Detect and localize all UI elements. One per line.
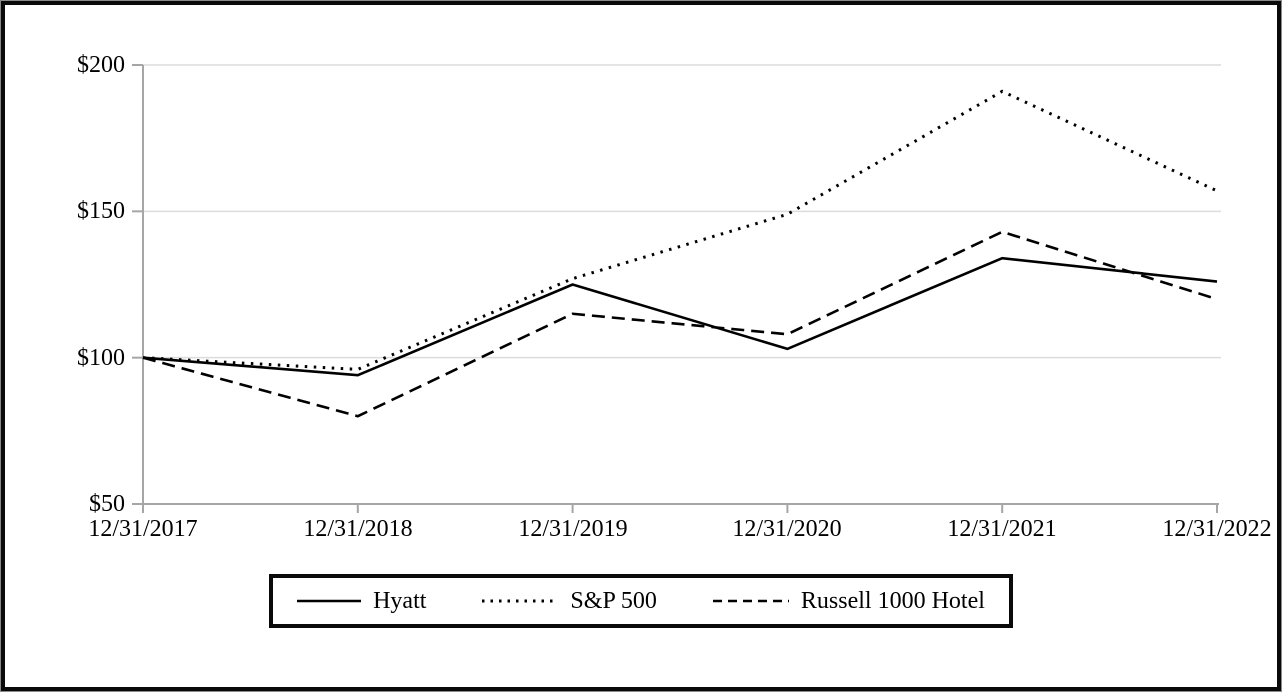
legend-item-sp500: S&P 500 xyxy=(482,587,657,615)
dashed-line-swatch-icon xyxy=(712,599,789,603)
x-axis-label-2021: 12/31/2021 xyxy=(947,516,1057,542)
legend-box: Hyatt S&P 500 Russell 1000 Hotel xyxy=(269,574,1013,628)
axes-and-ticks xyxy=(132,64,1219,513)
y-axis-label-200: $200 xyxy=(77,52,125,78)
solid-line-swatch-icon xyxy=(297,599,362,603)
y-axis-label-150: $150 xyxy=(77,198,125,224)
legend-item-hyatt: Hyatt xyxy=(297,588,426,615)
x-axis-label-2019: 12/31/2019 xyxy=(518,516,628,542)
legend-label-hyatt: Hyatt xyxy=(373,587,427,614)
x-axis-label-2017: 12/31/2017 xyxy=(88,516,198,542)
dotted-line-swatch-icon xyxy=(482,599,559,603)
hyatt-line xyxy=(142,256,1218,377)
legend-label-russell-1000-hotel: Russell 1000 Hotel xyxy=(800,587,985,614)
y-axis-label-100: $100 xyxy=(77,345,125,371)
russell-1000-hotel-line xyxy=(142,230,1218,418)
x-axis-label-2022: 12/31/2022 xyxy=(1162,516,1272,542)
x-axis-label-2020: 12/31/2020 xyxy=(732,516,842,542)
gridlines xyxy=(143,64,1221,359)
series-lines xyxy=(142,89,1218,418)
legend-item-russell-1000-hotel: Russell 1000 Hotel xyxy=(712,587,985,615)
legend-label-sp500: S&P 500 xyxy=(570,587,657,614)
y-axis-label-50: $50 xyxy=(89,491,125,517)
x-axis-label-2018: 12/31/2018 xyxy=(303,516,413,542)
sp500-line xyxy=(142,89,1218,371)
